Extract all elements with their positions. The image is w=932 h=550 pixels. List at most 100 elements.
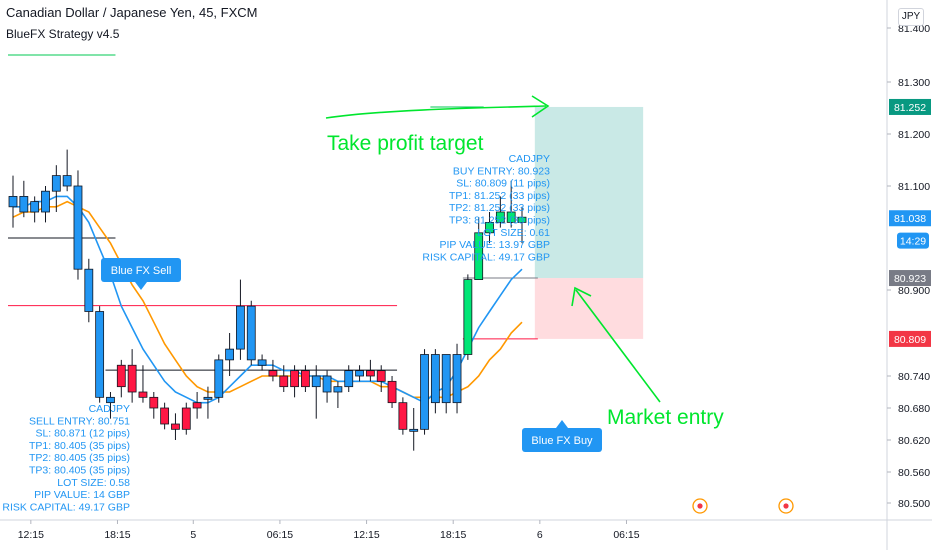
sell-info-panel-line: TP2: 80.405 (35 pips) [29,452,130,464]
buy-info-panel-line: PIP VALUE: 13.97 GBP [439,239,550,251]
candle [203,396,213,400]
candle [138,391,148,398]
candle [452,354,462,404]
time-tick-label: 6 [537,529,543,541]
price-tick-label: 80.500 [898,498,930,510]
sell-signal-label: Blue FX Sell [101,258,181,290]
annotation-text: Take profit target [327,132,484,155]
candle [290,370,299,388]
candle [160,407,170,425]
event-marker-dot [697,503,703,509]
price-label-bg [889,98,931,115]
price-tick-label: 80.560 [898,467,930,479]
candle [430,354,440,404]
candle [246,305,256,361]
buy-info-panel-line: SL: 80.809 (11 pips) [456,178,550,190]
candle [181,407,191,430]
sell-info-panel-line: PIP VALUE: 14 GBP [34,489,130,501]
candle [409,428,419,432]
price-label-bg [889,210,931,227]
candle [495,211,505,223]
time-tick-label: 06:15 [613,529,639,541]
sell-info-panel-line: RISK CAPITAL: 49.17 GBP [2,501,130,513]
candle [8,195,18,208]
price-label-bg [889,270,931,287]
candle [106,396,115,404]
candle [279,375,289,388]
candle [398,402,408,430]
event-marker-dot [783,503,789,509]
price-label-text: 81.038 [894,213,926,225]
candle [376,370,386,382]
candle [73,185,83,270]
candle [19,195,29,213]
buy-info-panel-line: BUY ENTRY: 80.923 [453,165,550,177]
annotation-arrow [575,289,661,403]
candle [322,375,332,393]
candle [333,386,343,393]
signal-text: Blue FX Buy [531,435,593,447]
candle [311,375,321,388]
price-tick-label: 80.740 [898,371,930,383]
candle [62,175,72,187]
candle [192,402,202,409]
buy-signal-label: Blue FX Buy [522,420,602,452]
market-entry-annotation: Market entry [571,286,724,429]
candle [506,211,516,223]
price-tick-label: 81.400 [898,23,930,35]
candle [268,370,278,377]
price-tick-label: 81.300 [898,77,930,89]
take-profit-annotation: Take profit target [325,95,550,155]
candle [485,221,494,234]
time-tick-label: 18:15 [440,529,466,541]
price-label: 80.809 [889,330,931,347]
time-tick-label: 12:15 [353,529,379,541]
price-label: 14:29 [897,232,929,249]
price-label: 80.923 [889,270,931,287]
sell-info-panel-line: SELL ENTRY: 80.751 [29,415,130,427]
currency-badge[interactable]: JPY [898,8,924,26]
price-tick-label: 81.100 [898,181,930,193]
sell-info-panel-line: TP3: 80.405 (35 pips) [29,465,130,477]
candle [517,216,527,223]
candle [127,364,137,393]
buy-info-panel-line: TP2: 81.252 (33 pips) [449,202,550,214]
buy-info-panel-line: TP1: 81.252 (33 pips) [449,190,550,202]
candle [344,370,354,388]
signal-pointer [135,282,147,290]
sell-info-panel-line: SL: 80.871 (12 pips) [35,428,130,440]
candle [463,279,473,355]
indicator-name: BlueFX Strategy v4.5 [6,27,120,41]
tp-zone [534,106,644,279]
annotation-text: Market entry [607,406,724,429]
buy-info-panel-line: RISK CAPITAL: 49.17 GBP [422,251,550,263]
candle [257,359,267,366]
price-label-text: 80.923 [894,273,926,285]
candle [30,201,40,213]
candle [387,380,397,404]
price-label-text: 81.252 [894,102,926,114]
candle [301,370,310,388]
price-label-bg [889,330,931,347]
price-tick-label: 80.620 [898,435,930,447]
buy-info-panel-line: LOT SIZE: 0.61 [477,227,550,239]
sell-info-panel-line: CADJPY [89,403,130,415]
candle [420,354,429,430]
signal-pointer [556,420,568,428]
candle [41,190,50,213]
candle [236,305,245,350]
signal-text: Blue FX Sell [111,265,172,277]
price-tick-label: 80.900 [898,285,930,297]
price-label-bg [897,232,929,249]
price-label-text: 14:29 [900,236,926,248]
candle [84,268,94,312]
candle [225,348,235,361]
price-tick-label: 81.200 [898,129,930,141]
sell-info-panel-line: LOT SIZE: 0.58 [57,477,130,489]
price-label: 81.252 [889,98,931,115]
time-tick-label: 12:15 [18,529,44,541]
time-tick-label: 18:15 [104,529,130,541]
time-tick-label: 06:15 [267,529,293,541]
